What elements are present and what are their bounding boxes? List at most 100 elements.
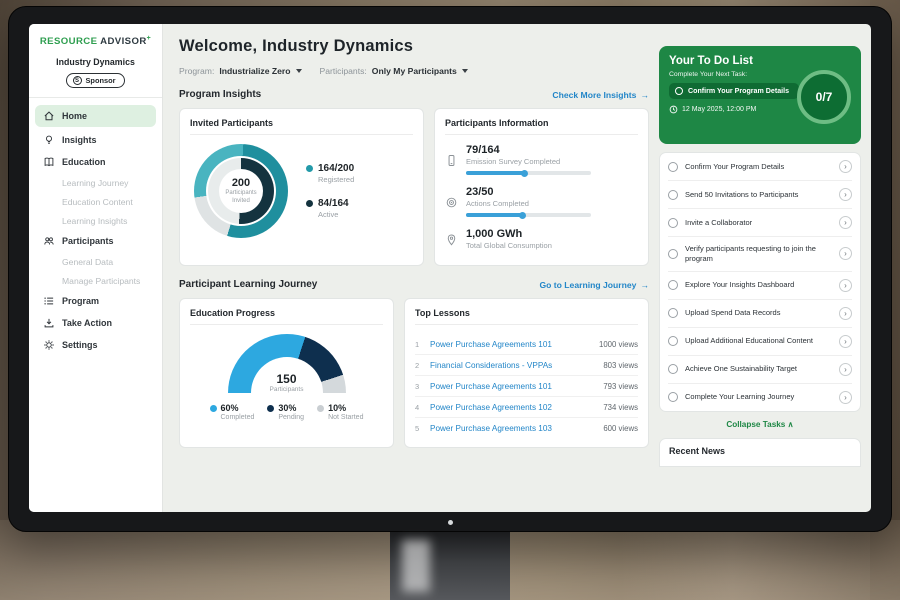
chevron-right-icon[interactable]: › <box>839 334 852 348</box>
task-row-confirm-program[interactable]: Confirm Your Program Details › <box>668 153 852 181</box>
chevron-up-icon: ∧ <box>787 419 794 429</box>
gear-icon <box>44 340 54 350</box>
sidebar-item-education-content[interactable]: Education Content <box>29 192 162 211</box>
chevron-right-icon[interactable]: › <box>839 390 852 404</box>
donut-center-label: Participants Invited <box>225 189 257 204</box>
legend-item-pending: 30% Pending <box>267 403 304 421</box>
legend-label: Registered <box>318 175 355 184</box>
lesson-views: 600 views <box>603 423 638 433</box>
sidebar-item-home[interactable]: Home <box>35 105 156 128</box>
target-icon <box>446 197 457 208</box>
sponsor-icon: S <box>72 76 82 86</box>
task-row-complete-learning-journey[interactable]: Complete Your Learning Journey › <box>668 384 852 411</box>
lesson-link[interactable]: Power Purchase Agreements 102 <box>430 402 552 412</box>
invited-donut-chart: 200 Participants Invited <box>194 144 288 238</box>
gauge-center-value: 150 <box>276 372 297 386</box>
checkbox-icon[interactable] <box>668 364 678 374</box>
checkbox-icon <box>675 87 683 95</box>
sidebar-item-learning-insights[interactable]: Learning Insights <box>29 211 162 230</box>
program-filter-dropdown[interactable]: Industrialize Zero <box>219 66 302 76</box>
stand-reflection <box>402 540 430 592</box>
task-label: Invite a Collaborator <box>685 217 753 227</box>
checkbox-icon[interactable] <box>668 392 678 402</box>
sidebar-item-general-data[interactable]: General Data <box>29 252 162 271</box>
power-led <box>448 520 453 525</box>
monitor: RESOURCE ADVISOR+ Industry Dynamics S Sp… <box>8 6 892 532</box>
invited-legend: 164/200 Registered 84/164 Active <box>306 163 354 219</box>
sidebar-item-label: Education <box>62 157 106 168</box>
task-row-upload-spend-data[interactable]: Upload Spend Data Records › <box>668 300 852 328</box>
sidebar-item-settings[interactable]: Settings <box>29 334 162 356</box>
lesson-link[interactable]: Power Purchase Agreements 103 <box>430 423 552 433</box>
sidebar-item-label: Participants <box>62 236 114 247</box>
todo-panel: Your To Do List Complete Your Next Task:… <box>659 46 861 467</box>
sidebar-item-manage-participants[interactable]: Manage Participants <box>29 271 162 290</box>
chevron-right-icon[interactable]: › <box>839 160 852 173</box>
sidebar-item-insights[interactable]: Insights <box>29 129 162 151</box>
lesson-views: 1000 views <box>598 339 638 349</box>
task-row-achieve-target[interactable]: Achieve One Sustainability Target › <box>668 356 852 384</box>
todo-header-card: Your To Do List Complete Your Next Task:… <box>659 46 861 144</box>
lesson-views: 793 views <box>603 381 638 391</box>
lesson-link[interactable]: Power Purchase Agreements 101 <box>430 381 552 391</box>
checkbox-icon[interactable] <box>668 248 678 259</box>
registered-dot <box>306 165 313 172</box>
main-content: Welcome, Industry Dynamics Program: Indu… <box>163 24 655 512</box>
checkbox-icon[interactable] <box>668 280 678 290</box>
legend-item-registered: 164/200 Registered <box>306 163 354 184</box>
participants-filter-label: Participants: <box>319 66 367 76</box>
arrow-right-icon: → <box>640 89 649 100</box>
donut-area: 200 Participants Invited 164/200 Registe… <box>190 144 413 238</box>
lesson-views: 803 views <box>603 360 638 370</box>
checkbox-icon[interactable] <box>668 161 678 172</box>
legend-label: Active <box>318 210 339 219</box>
chevron-right-icon[interactable]: › <box>839 278 852 292</box>
task-row-explore-insights[interactable]: Explore Your Insights Dashboard › <box>668 272 852 300</box>
sidebar-item-education[interactable]: Education <box>29 151 162 173</box>
logo-advisor: ADVISOR <box>100 36 147 48</box>
gauge-area: 150 Participants 60% Completed <box>190 334 383 421</box>
lesson-rank: 2 <box>415 360 420 370</box>
logo-plus: + <box>146 35 152 42</box>
chevron-down-icon <box>295 69 302 73</box>
legend-value-row: 30% <box>267 403 304 413</box>
chevron-right-icon[interactable]: › <box>839 188 852 201</box>
chevron-right-icon[interactable]: › <box>839 247 852 261</box>
lesson-rank: 4 <box>415 402 420 412</box>
card-title: Invited Participants <box>190 118 413 135</box>
task-row-invite-collaborator[interactable]: Invite a Collaborator › <box>668 209 852 237</box>
go-to-learning-journey-link[interactable]: Go to Learning Journey → <box>539 279 649 290</box>
consumption-pin-icon <box>447 234 456 246</box>
sponsor-badge[interactable]: S Sponsor <box>65 73 126 89</box>
lesson-link[interactable]: Power Purchase Agreements 101 <box>430 339 552 349</box>
sidebar-item-label: General Data <box>62 256 114 267</box>
todo-progress-value: 0/7 <box>815 90 833 104</box>
checkbox-icon[interactable] <box>668 217 678 228</box>
list-icon <box>44 297 54 305</box>
chevron-right-icon[interactable]: › <box>839 216 852 229</box>
task-row-upload-educational-content[interactable]: Upload Additional Educational Content › <box>668 328 852 356</box>
chevron-right-icon[interactable]: › <box>839 306 852 320</box>
legend-value-row: 84/164 <box>306 198 354 209</box>
collapse-tasks-button[interactable]: Collapse Tasks ∧ <box>726 419 794 429</box>
sidebar-item-take-action[interactable]: Take Action <box>29 312 162 334</box>
sidebar-item-participants[interactable]: Participants <box>29 230 162 252</box>
home-icon <box>44 111 54 121</box>
legend-value: 60% <box>220 403 239 413</box>
gauge-legend: 60% Completed 30% Pending <box>209 403 363 421</box>
next-task-pill[interactable]: Confirm Your Program Details <box>669 83 799 99</box>
chevron-right-icon[interactable]: › <box>839 362 852 376</box>
actions-progress-bar <box>466 211 591 219</box>
chevron-down-icon <box>461 69 468 73</box>
sidebar-item-learning-journey[interactable]: Learning Journey <box>29 173 162 192</box>
checkbox-icon[interactable] <box>668 336 678 346</box>
task-row-verify-participants[interactable]: Verify participants requesting to join t… <box>668 237 852 272</box>
check-more-insights-link[interactable]: Check More Insights → <box>552 89 649 100</box>
sidebar-item-program[interactable]: Program <box>29 290 162 312</box>
checkbox-icon[interactable] <box>668 308 678 318</box>
sidebar-item-label: Learning Insights <box>62 215 128 226</box>
lesson-link[interactable]: Financial Considerations - VPPAs <box>430 360 553 370</box>
checkbox-icon[interactable] <box>668 189 678 200</box>
participants-filter-dropdown[interactable]: Only My Participants <box>372 66 468 76</box>
task-row-send-invitations[interactable]: Send 50 Invitations to Participants › <box>668 181 852 209</box>
